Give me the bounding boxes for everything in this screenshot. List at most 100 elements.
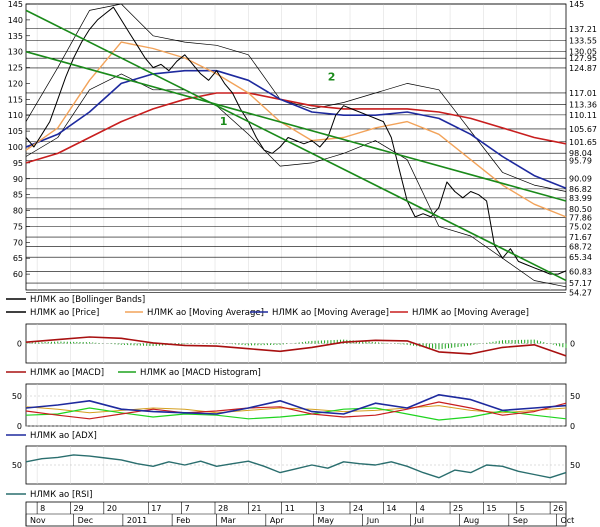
right-tick-label: 105.67 bbox=[569, 125, 597, 134]
legend-label: НЛМК ао [MACD Histogram] bbox=[140, 368, 261, 378]
trendline bbox=[25, 9, 567, 282]
month-tick-label: Jul bbox=[413, 516, 424, 525]
month-tick-label: Sep bbox=[513, 516, 528, 525]
day-tick-label: 29 bbox=[73, 504, 83, 513]
left-tick-label: 130 bbox=[8, 48, 23, 57]
right-tick-label: 90.09 bbox=[569, 174, 592, 183]
legend-label: НЛМК ао [MACD] bbox=[30, 368, 104, 378]
right-tick-label: 65.34 bbox=[569, 253, 592, 262]
month-tick-label: Aug bbox=[464, 516, 480, 525]
left-tick-label: 0 bbox=[17, 422, 22, 431]
right-tick-label: 54.27 bbox=[569, 288, 592, 297]
left-tick-label: 85 bbox=[13, 191, 23, 200]
right-tick-label: 101.65 bbox=[569, 138, 597, 147]
day-tick-label: 14 bbox=[386, 504, 396, 513]
legend-label: НЛМК ао [Moving Average] bbox=[412, 308, 529, 318]
right-tick-label: 86.82 bbox=[569, 185, 592, 194]
left-tick-label: 140 bbox=[8, 16, 23, 25]
adx-legend: НЛМК ао [ADX] bbox=[6, 431, 97, 441]
month-tick-label: Nov bbox=[30, 516, 46, 525]
legend-label: НЛМК ао [Moving Average] bbox=[272, 308, 389, 318]
right-tick-label: 77.86 bbox=[569, 213, 592, 222]
right-tick-label: 68.72 bbox=[569, 242, 592, 251]
day-tick-label: 21 bbox=[251, 504, 261, 513]
right-tick-label: 75.02 bbox=[569, 222, 592, 231]
left-tick-label: 95 bbox=[13, 159, 23, 168]
time-axis: 8 29 20 17 7 28 21 11 3 24 14 4 25 15 5 26 Nov Dec 2011 Feb… bbox=[25, 501, 574, 527]
day-tick-label: 25 bbox=[453, 504, 463, 513]
month-tick-label: Mar bbox=[221, 516, 237, 525]
right-tick-label: 145 bbox=[569, 0, 584, 9]
rsi-legend: НЛМК ао [RSI] bbox=[6, 490, 92, 500]
rsi-panel: 50 50 bbox=[12, 445, 580, 485]
right-tick-label: 50 bbox=[570, 461, 580, 470]
adx-frame bbox=[25, 383, 567, 427]
right-tick-label: 98.04 bbox=[569, 149, 592, 158]
day-tick-label: 28 bbox=[218, 504, 228, 513]
month-tick-label: May bbox=[317, 516, 334, 525]
left-tick-label: 75 bbox=[13, 222, 23, 231]
right-tick-label: 110.11 bbox=[569, 111, 597, 120]
month-tick-label: Feb bbox=[176, 516, 190, 525]
left-tick-label: 135 bbox=[8, 32, 23, 41]
month-tick-label: Apr bbox=[270, 516, 285, 525]
right-tick-label: 137.21 bbox=[569, 25, 597, 34]
price-line bbox=[25, 6, 567, 275]
day-tick-label: 4 bbox=[420, 504, 425, 513]
ma-orange-line bbox=[25, 41, 567, 218]
adx-panel: 0 0 50 50 bbox=[12, 383, 580, 431]
trendline-label: 2 bbox=[328, 70, 336, 83]
day-tick-label: 3 bbox=[320, 504, 325, 513]
left-tick-label: 125 bbox=[8, 64, 23, 73]
right-tick-label: 0 bbox=[570, 422, 575, 431]
right-tick-label: 71.67 bbox=[569, 233, 592, 242]
adx-aux-line bbox=[25, 405, 567, 414]
legend-label: НЛМК ао [RSI] bbox=[30, 490, 92, 500]
day-tick-label: 5 bbox=[520, 504, 525, 513]
day-tick-label: 15 bbox=[486, 504, 496, 513]
left-tick-label: 60 bbox=[13, 270, 23, 279]
right-tick-label: 57.17 bbox=[569, 279, 592, 288]
price-legend: НЛМК ао [Bollinger Bands] НЛМК ао [Price]… bbox=[6, 295, 529, 318]
day-tick-label: 8 bbox=[40, 504, 45, 513]
rsi-line bbox=[25, 454, 567, 479]
legend-label: НЛМК ао [Bollinger Bands] bbox=[30, 295, 145, 305]
right-tick-label: 50 bbox=[570, 392, 580, 401]
month-tick-label: 2011 bbox=[127, 516, 147, 525]
ma-red-line bbox=[25, 92, 567, 164]
right-tick-label: 80.50 bbox=[569, 205, 592, 214]
macd-line bbox=[25, 336, 567, 357]
left-tick-label: 50 bbox=[12, 392, 22, 401]
day-tick-label: 7 bbox=[185, 504, 190, 513]
legend-label: НЛМК ао [ADX] bbox=[30, 431, 97, 441]
right-tick-label: 113.36 bbox=[569, 101, 597, 110]
price-frame bbox=[25, 3, 567, 291]
left-tick-label: 90 bbox=[13, 175, 23, 184]
month-tick-label: Oct bbox=[560, 516, 574, 525]
right-tick-label: 0 bbox=[570, 340, 575, 349]
right-tick-label: 83.99 bbox=[569, 194, 592, 203]
day-tick-label: 26 bbox=[553, 504, 563, 513]
left-tick-label: 50 bbox=[12, 461, 22, 470]
month-tick-label: Jun bbox=[366, 516, 380, 525]
day-tick-label: 11 bbox=[285, 504, 295, 513]
right-tick-label: 95.79 bbox=[569, 156, 592, 165]
left-tick-label: 100 bbox=[8, 143, 23, 152]
right-tick-label: 127.95 bbox=[569, 54, 597, 63]
left-tick-label: 105 bbox=[8, 127, 23, 136]
di-plus-line bbox=[25, 407, 567, 421]
trendline bbox=[25, 50, 567, 202]
left-tick-label: 145 bbox=[8, 0, 23, 9]
legend-label: НЛМК ао [Moving Average] bbox=[147, 308, 264, 318]
left-tick-label: 65 bbox=[13, 254, 23, 263]
left-tick-label: 120 bbox=[8, 79, 23, 88]
adx-line bbox=[25, 393, 567, 415]
left-tick-label: 0 bbox=[17, 340, 22, 349]
day-tick-label: 24 bbox=[353, 504, 363, 513]
left-tick-label: 80 bbox=[13, 207, 23, 216]
macd-legend: НЛМК ао [MACD] НЛМК ао [MACD Histogram] bbox=[6, 368, 261, 378]
right-tick-label: 133.55 bbox=[569, 36, 597, 45]
